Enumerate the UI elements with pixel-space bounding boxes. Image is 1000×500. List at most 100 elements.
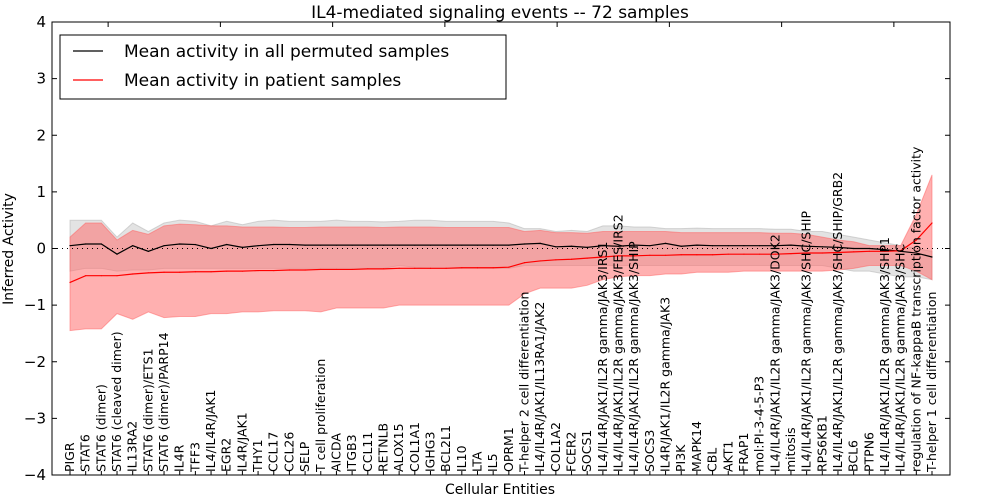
permuted-point-46	[790, 244, 792, 246]
permuted-point-41	[711, 245, 714, 247]
patient-point-28	[508, 266, 510, 268]
patient-point-14	[288, 269, 291, 271]
patient-point-32	[570, 258, 573, 260]
x-tick-label: CCL26	[281, 432, 296, 472]
y-tick-label: −2	[24, 353, 46, 371]
patient-point-40	[696, 254, 698, 256]
patient-point-35	[617, 255, 620, 257]
patient-point-49	[837, 251, 839, 254]
legend-patient-label: Mean activity in patient samples	[124, 71, 401, 91]
x-tick-label: CCL11	[360, 432, 375, 472]
x-tick-label: SOCS3	[642, 430, 657, 472]
patient-point-9	[210, 271, 212, 273]
x-tick-label: IL4R/JAK1/IL2R gamma/JAK3	[658, 297, 673, 472]
y-tick-label: 4	[36, 13, 46, 31]
permuted-point-0	[69, 245, 71, 247]
patient-point-4	[132, 273, 134, 275]
permuted-point-32	[570, 245, 573, 247]
permuted-point-28	[508, 244, 510, 246]
permuted-point-17	[335, 244, 338, 246]
x-tick-label: OPRM1	[501, 427, 516, 472]
x-tick-label: mitosis	[783, 427, 798, 472]
y-tick-label: −1	[24, 296, 46, 314]
x-tick-label: AKT1	[720, 441, 735, 472]
x-tick-label: EGR2	[219, 438, 234, 472]
patient-point-11	[241, 270, 243, 272]
permuted-point-51	[868, 247, 870, 250]
permuted-point-43	[743, 245, 745, 247]
patient-point-39	[680, 254, 682, 256]
x-tick-label: IL4/IL4R/JAK1/IL2R gamma/JAK3/SHP1	[877, 237, 892, 472]
permuted-point-52	[884, 249, 886, 251]
x-tick-label: RETNLB	[375, 423, 390, 472]
x-tick-label: IL10	[454, 445, 469, 472]
x-tick-labels: PIGR STAT6 STAT6 (dimer) STAT6 (cleaved dim…	[62, 146, 939, 475]
permuted-point-15	[304, 244, 306, 246]
permuted-point-38	[664, 242, 667, 245]
patient-point-3	[116, 275, 118, 277]
x-tick-label: BCL2L1	[438, 425, 453, 472]
y-tick-label: −4	[24, 466, 46, 484]
x-tick-label: MAPK14	[689, 421, 704, 472]
x-tick-label: IL4/IL4R/JAK1/IL2R gamma/JAK3/SHIP	[626, 241, 641, 472]
patient-point-18	[351, 268, 353, 271]
permuted-point-47	[806, 245, 808, 247]
permuted-point-1	[85, 243, 87, 245]
permuted-point-40	[696, 244, 698, 246]
x-tick-label: regulation of NF-kappaB transcription fa…	[908, 146, 923, 472]
y-tick-label: 0	[36, 240, 46, 258]
patient-point-13	[273, 269, 275, 272]
y-tick-label: 2	[36, 126, 46, 144]
permuted-point-48	[821, 246, 823, 248]
permuted-point-7	[179, 243, 181, 245]
patient-point-25	[461, 267, 463, 269]
x-axis-label: Cellular Entities	[445, 482, 555, 498]
permuted-point-6	[163, 245, 165, 247]
permuted-point-37	[649, 245, 651, 247]
x-tick-label: STAT6	[78, 434, 93, 472]
x-tick-label: THY1	[250, 439, 265, 473]
patient-point-47	[806, 252, 808, 254]
permuted-point-26	[476, 244, 479, 246]
x-tick-label: IL4/IL4R/JAK1/IL2R gamma/JAK3/SHC	[893, 244, 908, 472]
patient-point-6	[163, 271, 165, 273]
permuted-point-23	[429, 244, 432, 246]
legend: Mean activity in all permuted samples Me…	[59, 34, 507, 100]
x-tick-label: STAT6 (dimer)/PARP14	[156, 332, 171, 472]
x-tick-label: IL4/IL4R/JAK1	[203, 390, 218, 472]
permuted-point-27	[492, 244, 494, 246]
patient-point-15	[304, 269, 306, 271]
patient-point-50	[853, 251, 855, 253]
patient-point-48	[821, 252, 823, 254]
patient-point-5	[147, 272, 149, 274]
plot-area: PIGR STAT6 STAT6 (dimer) STAT6 (cleaved dim…	[24, 13, 951, 484]
permuted-point-20	[382, 244, 385, 246]
patient-point-46	[790, 252, 792, 255]
permuted-point-18	[351, 244, 353, 246]
permuted-point-45	[774, 245, 776, 247]
confidence-bands	[69, 174, 933, 332]
patient-point-45	[774, 253, 776, 255]
patient-point-27	[492, 267, 494, 269]
x-tick-label: IL4/IL4R/JAK1/IL2R gamma/JAK3/SHC/SHIP	[799, 211, 814, 472]
x-tick-label: T-helper 1 cell differentiation	[924, 292, 939, 473]
y-ticks: −4 −3 −2 −1 0 1 2 3 4	[24, 13, 950, 484]
patient-mean-line	[69, 222, 933, 284]
x-tick-label: FCER2	[564, 432, 579, 472]
patient-point-55	[931, 222, 933, 224]
permuted-point-49	[837, 246, 839, 248]
permuted-point-19	[367, 244, 369, 246]
permuted-point-21	[398, 244, 400, 246]
patient-point-52	[884, 250, 886, 252]
x-tick-label: STAT6 (dimer)/ETS1	[140, 348, 155, 472]
patient-point-34	[602, 256, 604, 258]
patient-point-2	[100, 275, 102, 277]
x-tick-label: STAT6 (cleaved dimer)	[109, 331, 124, 472]
patient-point-38	[664, 254, 667, 256]
permuted-point-12	[257, 245, 259, 247]
permuted-point-10	[226, 243, 228, 246]
x-tick-label: IL5	[485, 453, 500, 472]
patient-point-33	[586, 257, 588, 259]
x-tick-label: RPS6KB1	[814, 415, 829, 472]
